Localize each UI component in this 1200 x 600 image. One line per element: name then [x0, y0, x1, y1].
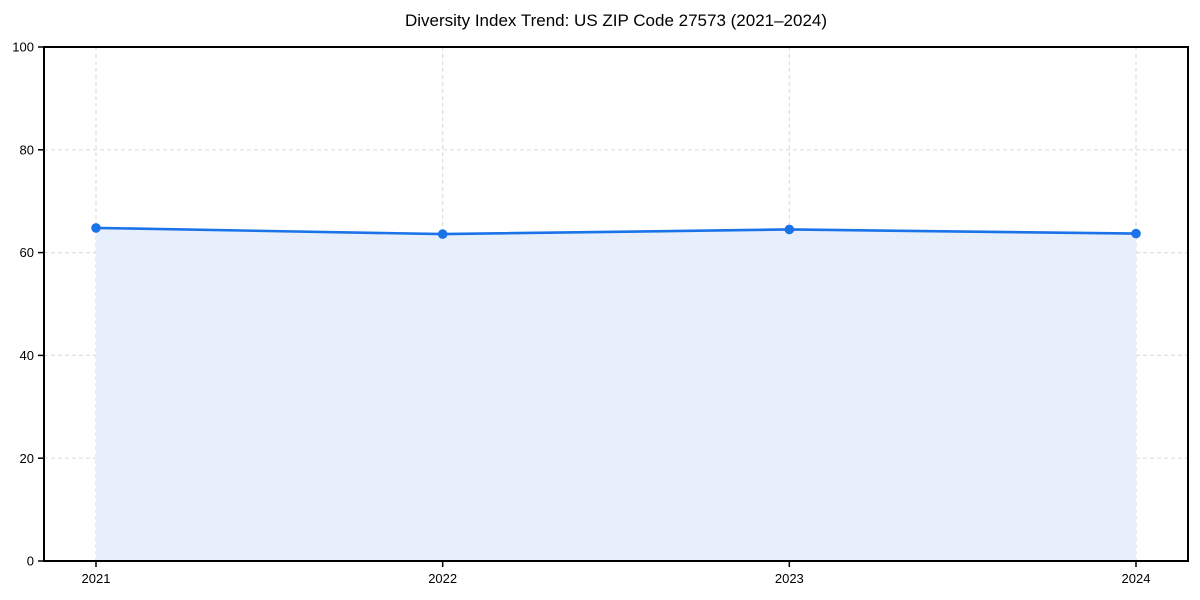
axes-spines — [43, 46, 1189, 562]
y-axis-tick-label: 20 — [20, 451, 34, 466]
data-point-marker-2023 — [784, 224, 795, 235]
y-axis-tick-label: 40 — [20, 348, 34, 363]
data-point-marker-2022 — [437, 229, 448, 239]
x-axis-tick-label: 2024 — [1122, 571, 1151, 586]
x-axis-tick-label: 2023 — [775, 571, 804, 586]
chart-title: Diversity Index Trend: US ZIP Code 27573… — [404, 11, 828, 30]
y-axis-tick-label: 60 — [20, 245, 34, 260]
data-point-marker-2021 — [91, 223, 101, 233]
y-axis-tick-label: 0 — [27, 554, 34, 569]
x-axis-tick-label: 2022 — [428, 571, 457, 586]
area-fill — [96, 227, 1136, 562]
y-axis-tick-label: 100 — [12, 40, 34, 55]
trend-line — [94, 226, 1138, 236]
data-point-marker-2024 — [1131, 228, 1141, 239]
x-axis-tick-label: 2021 — [82, 571, 111, 586]
y-axis-tick-label: 80 — [20, 142, 34, 157]
